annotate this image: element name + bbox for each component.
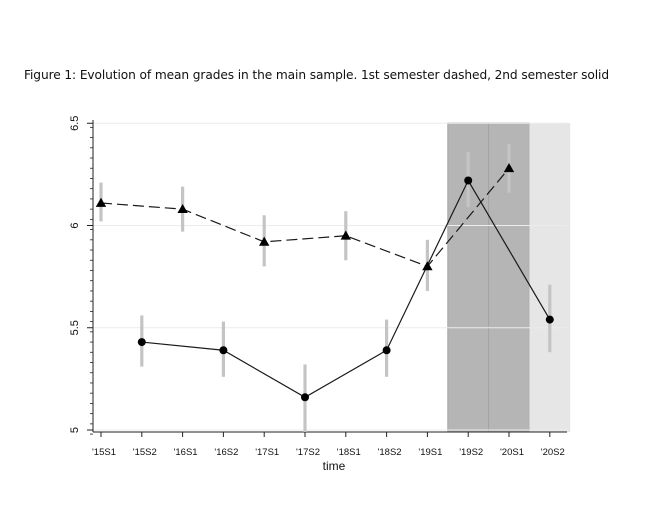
x-tick-label: '20S1 xyxy=(500,447,524,458)
x-tick-label: '15S2 xyxy=(133,447,157,458)
circle-point xyxy=(137,338,146,347)
series-line-solid xyxy=(141,179,551,398)
x-tick-label: '18S2 xyxy=(378,447,402,458)
x-tick-label: '17S2 xyxy=(296,447,320,458)
y-tick-label: 6.5 xyxy=(69,116,81,131)
x-tick-label: '16S1 xyxy=(174,447,198,458)
triangle-point xyxy=(259,236,270,246)
series-lines xyxy=(100,167,551,398)
triangle-point xyxy=(95,197,107,207)
x-tick-label: '15S1 xyxy=(92,447,116,458)
x-tick-label: '20S2 xyxy=(541,447,565,458)
axes xyxy=(87,120,567,437)
figure-caption: Figure 1: Evolution of mean grades in th… xyxy=(24,68,609,82)
series-line-dashed xyxy=(100,167,510,268)
grid-lines xyxy=(93,122,567,431)
circle-point xyxy=(219,346,228,355)
triangle-point xyxy=(422,261,433,271)
x-tick-label: '19S1 xyxy=(418,447,442,458)
x-tick-label: '16S2 xyxy=(214,447,238,458)
triangle-point xyxy=(340,230,351,240)
y-tick-label: 5.5 xyxy=(69,320,81,335)
circle-point xyxy=(301,393,309,402)
x-tick-label: '18S1 xyxy=(337,447,361,458)
y-tick-label: 6 xyxy=(69,222,81,228)
circle-point xyxy=(382,346,391,355)
x-tick-label: '19S2 xyxy=(459,447,483,458)
x-tick-label: '17S1 xyxy=(255,447,279,458)
triangle-point xyxy=(177,203,188,214)
triangle-point xyxy=(503,163,515,173)
y-tick-label: 5 xyxy=(69,427,81,433)
shaded-periods xyxy=(447,122,571,433)
shaded-period-2 xyxy=(529,123,571,432)
circle-point xyxy=(545,315,554,324)
axis-labels: 5 5.5 6 6.5 '15S1 '15S2 '16S1 '16S2 '17S1 '17S2 '1… xyxy=(69,116,565,473)
x-axis-title: time xyxy=(323,459,346,473)
series-markers xyxy=(95,163,554,402)
circle-point xyxy=(464,176,473,185)
